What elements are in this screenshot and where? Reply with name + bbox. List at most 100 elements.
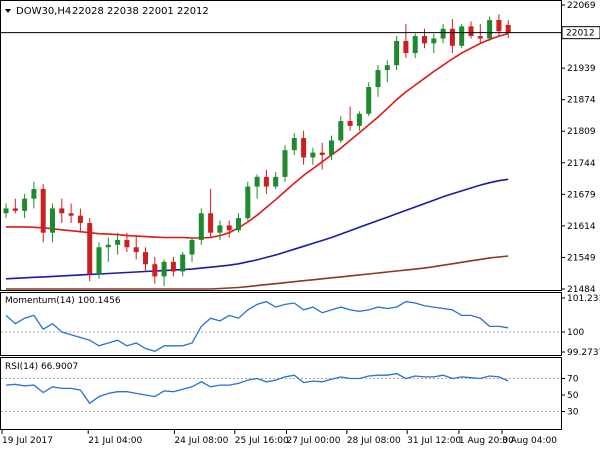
price-tick-label: 22069 — [567, 1, 596, 11]
candle-body — [505, 24, 511, 33]
time-tick-label: 1 Aug 20:00 — [459, 436, 514, 446]
candle-body — [366, 87, 372, 114]
candle — [115, 232, 121, 255]
candle — [68, 203, 74, 223]
indicator-tick-label: 101.2312 — [567, 294, 600, 304]
price-panel-frame — [0, 0, 562, 291]
candle — [236, 213, 241, 233]
candle — [347, 106, 353, 131]
candle — [301, 130, 307, 165]
candle-body — [245, 186, 251, 219]
candle — [208, 188, 214, 238]
candle-body — [180, 254, 186, 272]
candle-body — [77, 215, 83, 223]
candle-body — [384, 65, 390, 71]
candle-body — [356, 113, 362, 126]
rsi-series: 70 50 30 — [1, 372, 579, 418]
rsi-label: RSI(14) 66.9007 — [5, 362, 78, 372]
candle — [152, 256, 158, 284]
candle — [449, 19, 455, 54]
candle-body — [273, 176, 279, 187]
candle-body — [254, 176, 260, 187]
candle-body — [477, 36, 483, 39]
candle — [412, 33, 418, 58]
candle-body — [282, 150, 288, 177]
candle — [96, 242, 102, 279]
candle — [468, 21, 474, 39]
candle-body — [468, 26, 474, 37]
candle-body — [115, 239, 121, 245]
candle-body — [431, 38, 437, 44]
candle — [40, 184, 46, 243]
candle — [133, 235, 139, 260]
candle-body — [68, 213, 74, 216]
candle — [12, 198, 18, 214]
momentum-panel-frame — [0, 292, 562, 356]
candle — [505, 20, 511, 39]
candle — [50, 203, 55, 243]
candlestick-series — [3, 14, 511, 287]
time-tick-label: 19 Jul 2017 — [2, 436, 53, 446]
candle-body — [449, 28, 455, 46]
candle — [375, 65, 381, 97]
candle-body — [329, 140, 334, 156]
momentum-line — [5, 300, 509, 353]
candle-body — [263, 176, 269, 187]
candle — [22, 193, 28, 219]
candle — [440, 23, 446, 44]
rsi-line — [5, 372, 509, 405]
price-tick-label: 21939 — [567, 64, 596, 74]
time-tick-label: 27 Jul 00:00 — [286, 436, 340, 446]
candle — [366, 82, 372, 117]
candle — [431, 33, 437, 54]
ma-slow-line — [6, 255, 509, 290]
candle-body — [170, 261, 176, 272]
price-tick-label: 21809 — [567, 127, 596, 137]
candle-body — [143, 252, 148, 265]
price-tick-label: 21484 — [567, 285, 596, 295]
price-tick-label: 21874 — [567, 96, 596, 106]
triangle-down-icon[interactable] — [5, 9, 11, 13]
candle — [273, 172, 279, 189]
candle-body — [319, 152, 325, 156]
candle — [291, 133, 297, 156]
time-tick-label: 21 Jul 04:00 — [88, 436, 142, 446]
candle — [282, 145, 288, 182]
candle — [217, 220, 223, 240]
indicator-tick-label: 30 — [567, 408, 579, 418]
time-axis: 19 Jul 2017 21 Jul 04:00 24 Jul 08:00 25 Ju… — [1, 430, 557, 446]
candle — [161, 259, 167, 287]
candle — [263, 169, 269, 194]
ohlc-readout: 22028 22038 22001 22012 — [72, 6, 209, 17]
candle — [245, 181, 251, 221]
candle-body — [412, 36, 418, 54]
candle — [310, 147, 316, 165]
price-tick-label: 21549 — [567, 253, 596, 263]
candle-body — [31, 188, 37, 199]
time-tick-label: 24 Jul 08:00 — [174, 436, 228, 446]
candle-body — [124, 239, 130, 248]
candle — [124, 232, 130, 253]
candle-body — [50, 208, 55, 233]
candle-body — [301, 138, 307, 158]
candle-body — [152, 264, 158, 277]
indicator-tick-label: 100 — [567, 328, 584, 338]
candle — [319, 142, 325, 170]
candle — [459, 23, 465, 49]
candle — [422, 28, 427, 49]
time-tick-label: 3 Aug 04:00 — [502, 436, 557, 446]
candle-body — [59, 208, 65, 214]
candle-body — [236, 218, 241, 231]
candle-body — [347, 121, 353, 126]
candle-body — [133, 247, 139, 253]
candle-body — [310, 152, 316, 158]
candle — [338, 116, 344, 143]
candle — [356, 111, 362, 131]
price-tick-label: 21744 — [567, 159, 596, 169]
indicator-tick-label: 70 — [567, 375, 579, 385]
price-tick-label: 21614 — [567, 222, 596, 232]
